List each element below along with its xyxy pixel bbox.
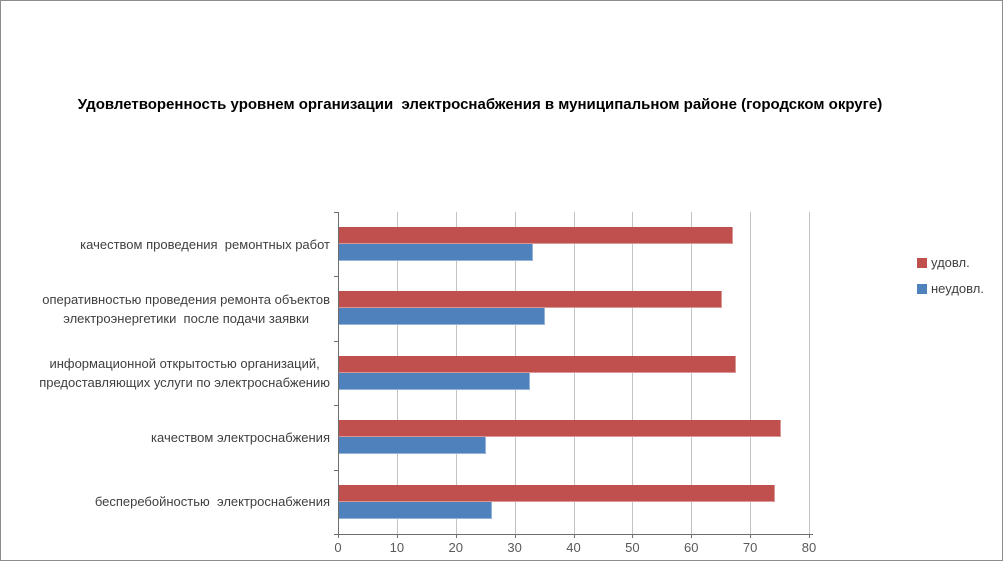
category-label: качеством электроснабжения — [3, 405, 334, 469]
legend-swatch-icon — [917, 257, 927, 268]
x-axis-tick — [809, 534, 810, 538]
category-label-text: качеством проведения ремонтных работ — [80, 236, 330, 252]
y-axis-tick — [334, 405, 338, 407]
x-tick-label: 30 — [507, 540, 522, 555]
y-axis-line — [338, 212, 339, 535]
bar-satisfied — [339, 227, 733, 244]
legend-item: неудовл. — [917, 281, 984, 296]
x-tick-label: 60 — [684, 540, 699, 555]
bar-satisfied — [339, 420, 781, 438]
x-tick-label: 10 — [389, 540, 405, 555]
x-axis-tick — [750, 534, 752, 538]
category-label-text: оперативностью проведения ремонта объект… — [42, 291, 330, 326]
bar-unsatisfied — [339, 372, 530, 390]
gridline — [632, 212, 634, 534]
chart-title: Удовлетворенность уровнем организации эл… — [77, 96, 883, 113]
legend-swatch-icon — [917, 283, 927, 294]
y-axis-tick — [334, 469, 338, 471]
x-axis-tick — [632, 534, 634, 538]
x-axis-tick — [455, 534, 457, 538]
x-tick-label: 70 — [742, 540, 758, 555]
legend-label: неудовл. — [931, 281, 984, 296]
x-axis-tick — [396, 534, 398, 538]
category-label: бесперебойностью электроснабжения — [3, 470, 334, 534]
gridline — [750, 212, 752, 534]
x-axis-tick — [338, 534, 339, 538]
category-label: качеством проведения ремонтных работ — [3, 212, 334, 276]
x-axis-tick — [691, 534, 693, 538]
bar-unsatisfied — [339, 501, 492, 519]
category-label: оперативностью проведения ремонта объект… — [3, 276, 334, 340]
x-tick-label: 20 — [448, 540, 463, 555]
y-axis-tick — [334, 212, 338, 213]
y-axis-tick — [334, 276, 338, 278]
x-axis-tick — [573, 534, 575, 538]
gridline — [691, 212, 693, 534]
legend-item: удовл. — [917, 255, 984, 270]
category-label: информационной открытостью организаций, … — [3, 341, 334, 405]
x-tick-label: 40 — [566, 540, 581, 555]
legend: удовл. неудовл. — [917, 255, 984, 307]
category-label-text: информационной открытостью организаций, … — [39, 355, 330, 390]
bar-unsatisfied — [339, 437, 486, 455]
y-axis-tick — [334, 340, 338, 342]
bar-unsatisfied — [339, 244, 533, 261]
x-tick-label: 50 — [625, 540, 640, 555]
bar-unsatisfied — [339, 308, 545, 326]
bar-satisfied — [339, 484, 775, 502]
gridline — [809, 212, 810, 534]
category-label-text: качеством электроснабжения — [151, 429, 330, 445]
bar-satisfied — [339, 355, 736, 373]
legend-label: удовл. — [931, 255, 970, 270]
y-axis-tick — [334, 534, 338, 535]
bar-satisfied — [339, 291, 722, 309]
x-tick-label: 80 — [801, 540, 817, 555]
x-tick-label: 0 — [334, 540, 342, 555]
gridline — [573, 212, 575, 534]
x-axis-line — [334, 534, 813, 535]
category-label-text: бесперебойностью электроснабжения — [94, 494, 330, 510]
x-axis-tick — [514, 534, 516, 538]
